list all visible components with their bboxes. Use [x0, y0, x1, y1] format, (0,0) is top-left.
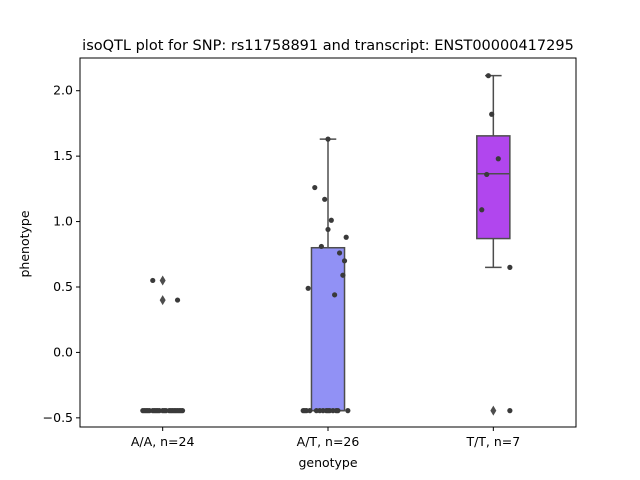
- data-point: [495, 156, 501, 162]
- data-point: [155, 408, 161, 414]
- data-point: [174, 297, 181, 303]
- data-point: [484, 171, 490, 178]
- data-point: [325, 226, 331, 233]
- y-tick-label: 1.5: [53, 148, 73, 163]
- outlier-marker: [159, 295, 166, 306]
- box: [310, 246, 346, 412]
- data-point: [312, 184, 318, 191]
- data-point: [305, 285, 311, 291]
- y-tick-label: 0.5: [53, 279, 73, 294]
- data-point: [332, 292, 338, 298]
- plot-area: −0.5 0.0 0.5 1.0 1.5 2.0 A/A, n=24 A/T, n=26 T/T…: [43, 57, 577, 449]
- data-point: [345, 408, 351, 414]
- y-tick-label: 1.0: [53, 214, 73, 229]
- data-point: [489, 111, 495, 117]
- data-point: [161, 408, 167, 414]
- data-point: [325, 408, 331, 414]
- box: [476, 135, 511, 240]
- y-tick-label: −0.5: [43, 410, 73, 425]
- x-tick-label: A/A, n=24: [131, 434, 195, 449]
- data-point: [507, 408, 513, 414]
- y-axis-label: phenotype: [17, 210, 32, 277]
- x-axis-label: genotype: [298, 455, 357, 470]
- data-point: [318, 243, 324, 250]
- data-point: [507, 264, 513, 270]
- outlier-marker: [159, 275, 166, 286]
- data-point: [168, 408, 174, 414]
- outlier-marker: [490, 405, 497, 416]
- data-point: [479, 207, 485, 213]
- data-point: [341, 258, 348, 264]
- data-point: [335, 408, 341, 414]
- data-point: [307, 408, 313, 414]
- data-point: [174, 408, 181, 414]
- data-point: [150, 277, 156, 284]
- data-point: [328, 217, 334, 223]
- data-point: [145, 408, 151, 414]
- data-point: [325, 136, 331, 142]
- data-point: [485, 73, 491, 79]
- chart-title: isoQTL plot for SNP: rs11758891 and tran…: [82, 38, 574, 54]
- data-point: [340, 272, 346, 278]
- data-point: [343, 234, 349, 240]
- x-tick-label: A/T, n=26: [297, 434, 360, 449]
- data-point: [313, 408, 320, 414]
- data-point: [336, 250, 343, 256]
- y-tick-label: 2.0: [53, 83, 73, 98]
- y-tick-label: 0.0: [53, 344, 73, 359]
- data-point: [322, 196, 328, 202]
- data-point: [302, 408, 308, 414]
- x-tick-label: T/T, n=7: [465, 434, 520, 449]
